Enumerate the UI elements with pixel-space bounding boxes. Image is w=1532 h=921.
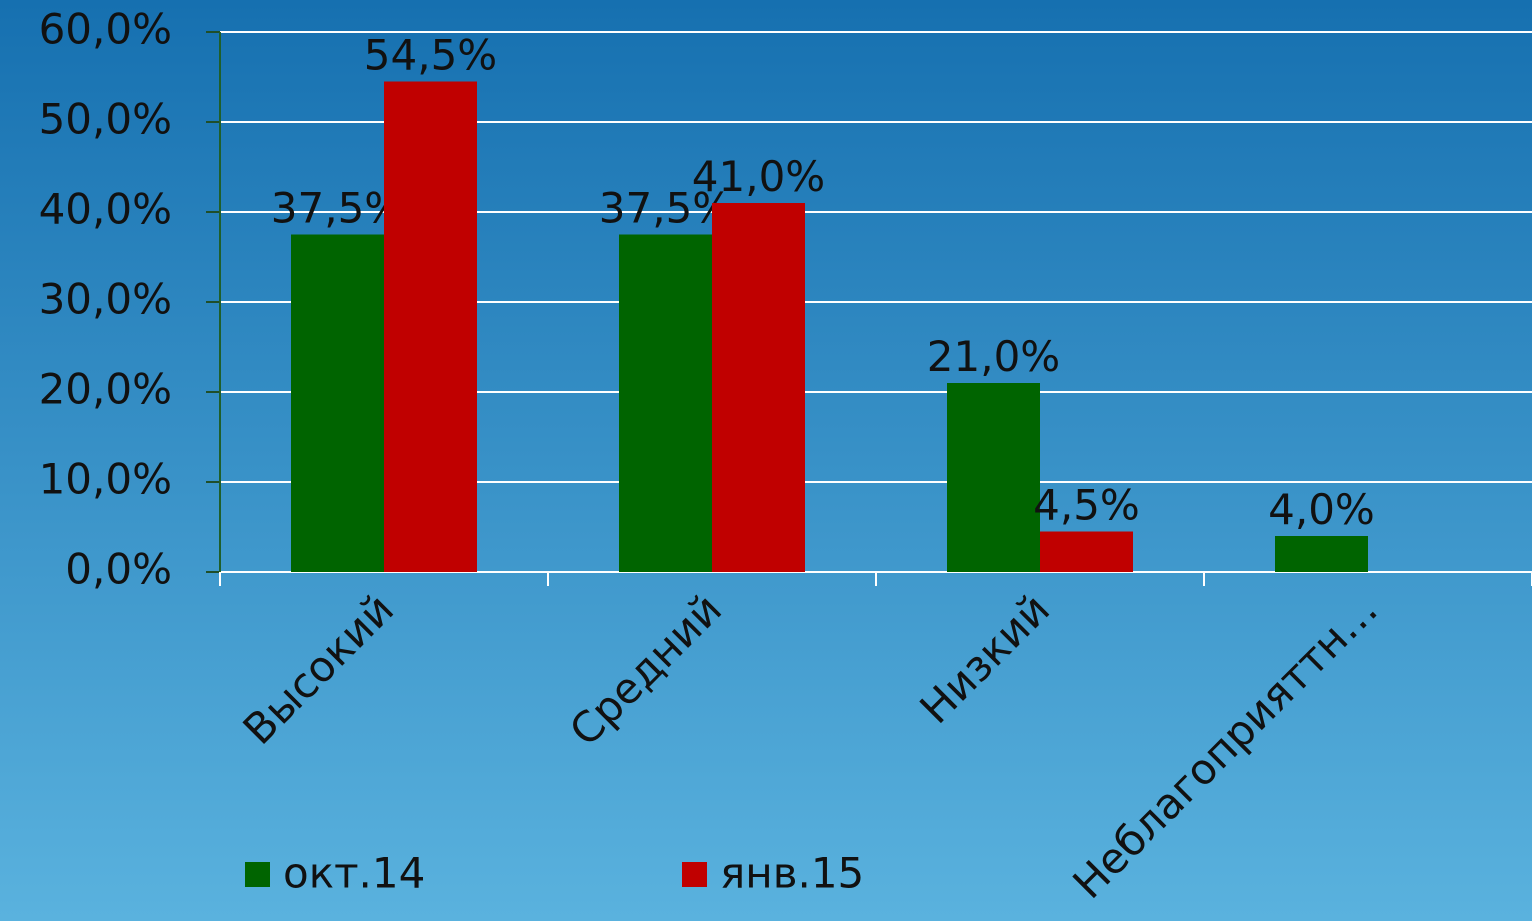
data-label: 41,0% <box>692 152 825 201</box>
legend-swatch <box>682 862 707 887</box>
y-tick-label: 0,0% <box>65 545 172 594</box>
y-tick-label: 30,0% <box>39 275 172 324</box>
y-tick-label: 40,0% <box>39 185 172 234</box>
bar <box>384 81 477 572</box>
data-label: 37,5% <box>599 184 732 233</box>
bar <box>712 203 805 572</box>
data-label: 37,5% <box>271 184 404 233</box>
legend-swatch <box>245 862 270 887</box>
data-label: 4,0% <box>1268 485 1375 534</box>
data-label: 21,0% <box>927 332 1060 381</box>
bar <box>1275 536 1368 572</box>
legend-label: окт.14 <box>283 849 425 898</box>
bar <box>1040 531 1133 572</box>
y-tick-label: 50,0% <box>39 95 172 144</box>
y-tick-label: 60,0% <box>39 5 172 54</box>
y-tick-label: 10,0% <box>39 455 172 504</box>
bar <box>619 234 712 572</box>
data-label: 4,5% <box>1033 481 1140 530</box>
data-label: 54,5% <box>364 31 497 80</box>
bar <box>291 234 384 572</box>
bar <box>947 383 1040 572</box>
y-tick-label: 20,0% <box>39 365 172 414</box>
legend-label: янв.15 <box>720 849 864 898</box>
